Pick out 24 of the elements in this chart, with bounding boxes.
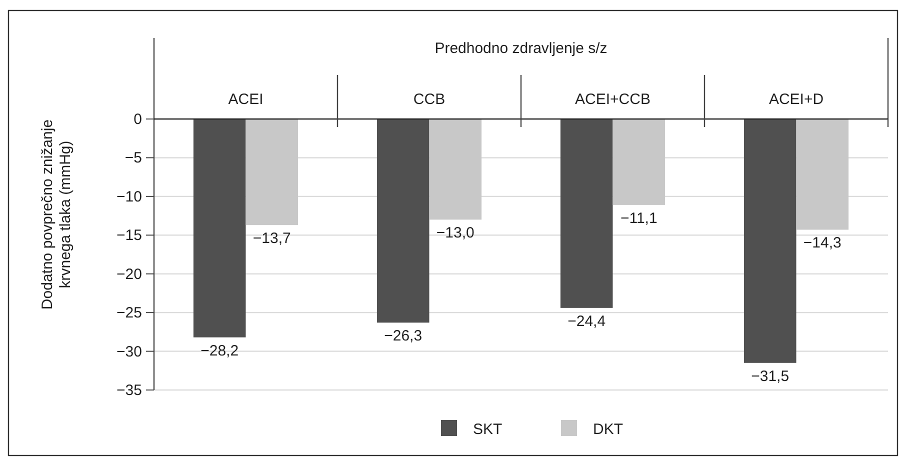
legend-label: SKT xyxy=(473,421,502,438)
y-tick-label: −10 xyxy=(116,188,142,206)
x-axis-title: Predhodno zdravljenje s/z xyxy=(434,40,608,57)
x-tick-label: ACEI xyxy=(228,91,264,108)
data-label: −26,3 xyxy=(384,328,422,345)
data-label: −28,2 xyxy=(200,342,239,360)
x-tick-label: ACEI+D xyxy=(768,91,824,108)
x-tick-label: ACEI+CCB xyxy=(575,91,650,108)
y-tick-label: −15 xyxy=(116,227,142,244)
legend-label: DKT xyxy=(593,421,623,438)
y-tick-label: −20 xyxy=(116,266,142,283)
data-label: −13,7 xyxy=(252,230,291,248)
data-label: −24,4 xyxy=(568,312,606,330)
data-label: −31,5 xyxy=(751,368,790,385)
y-axis-title: Dodatno povprečno znižanje krvnega tlaka (mmHg) xyxy=(39,119,74,310)
data-label: −11,1 xyxy=(620,210,658,227)
y-tick-label: −30 xyxy=(116,343,142,360)
x-tick-label: CCB xyxy=(413,91,446,108)
y-tick-label: −25 xyxy=(116,304,142,322)
data-label: −13,0 xyxy=(436,224,474,242)
y-tick-label: −35 xyxy=(116,382,142,399)
data-label: −14,3 xyxy=(803,234,842,252)
y-tick-label: 0 xyxy=(134,111,142,128)
y-tick-label: −5 xyxy=(124,150,142,167)
